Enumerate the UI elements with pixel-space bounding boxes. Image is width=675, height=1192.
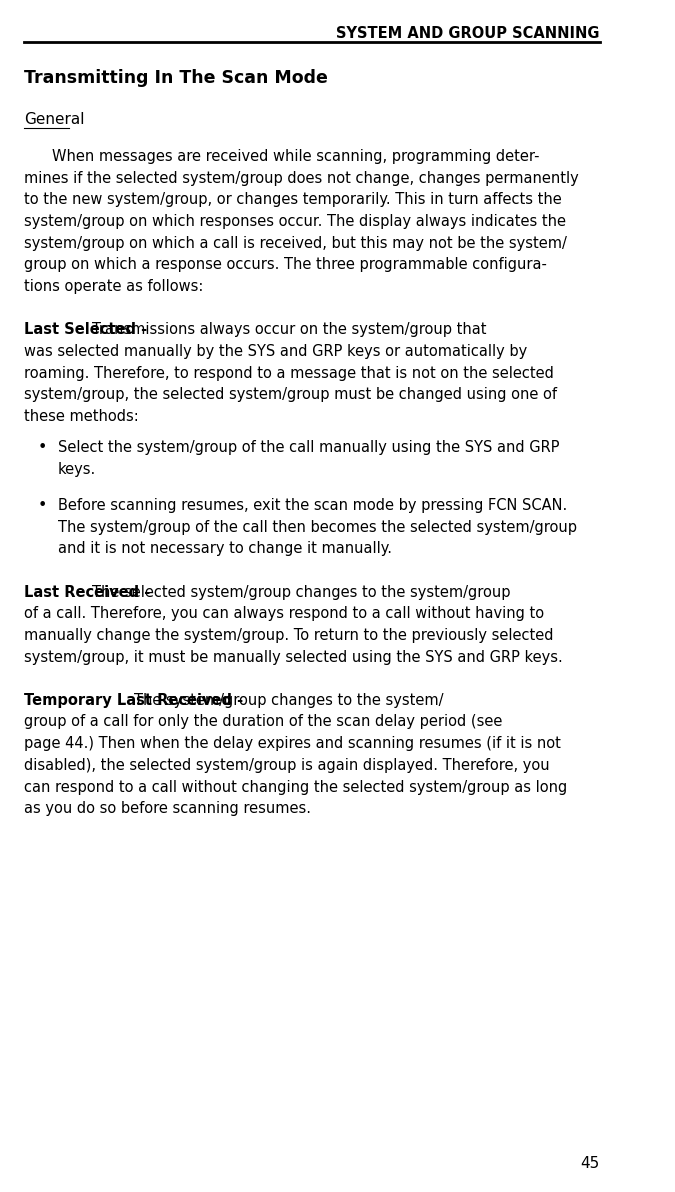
- Text: The system/group of the call then becomes the selected system/group: The system/group of the call then become…: [58, 520, 577, 535]
- Text: of a call. Therefore, you can always respond to a call without having to: of a call. Therefore, you can always res…: [24, 607, 544, 621]
- Text: and it is not necessary to change it manually.: and it is not necessary to change it man…: [58, 541, 392, 557]
- Text: •: •: [37, 440, 47, 455]
- Text: SYSTEM AND GROUP SCANNING: SYSTEM AND GROUP SCANNING: [336, 26, 600, 42]
- Text: tions operate as follows:: tions operate as follows:: [24, 279, 203, 294]
- Text: 45: 45: [580, 1155, 600, 1171]
- Text: as you do so before scanning resumes.: as you do so before scanning resumes.: [24, 801, 311, 817]
- Text: group of a call for only the duration of the scan delay period (see: group of a call for only the duration of…: [24, 714, 502, 730]
- Text: mines if the selected system/group does not change, changes permanently: mines if the selected system/group does …: [24, 170, 578, 186]
- Text: system/group on which responses occur. The display always indicates the: system/group on which responses occur. T…: [24, 215, 566, 229]
- Text: was selected manually by the SYS and GRP keys or automatically by: was selected manually by the SYS and GRP…: [24, 344, 527, 359]
- Text: Last Selected -: Last Selected -: [24, 322, 152, 337]
- Text: these methods:: these methods:: [24, 409, 138, 424]
- Text: The system/group changes to the system/: The system/group changes to the system/: [134, 693, 443, 708]
- Text: to the new system/group, or changes temporarily. This in turn affects the: to the new system/group, or changes temp…: [24, 192, 562, 207]
- Text: system/group, the selected system/group must be changed using one of: system/group, the selected system/group …: [24, 387, 557, 403]
- Text: Last Received -: Last Received -: [24, 584, 155, 600]
- Text: group on which a response occurs. The three programmable configura-: group on which a response occurs. The th…: [24, 257, 547, 273]
- Text: keys.: keys.: [58, 462, 97, 477]
- Text: When messages are received while scanning, programming deter-: When messages are received while scannin…: [52, 149, 539, 164]
- Text: General: General: [24, 112, 84, 128]
- Text: page 44.) Then when the delay expires and scanning resumes (if it is not: page 44.) Then when the delay expires an…: [24, 737, 560, 751]
- Text: Transmitting In The Scan Mode: Transmitting In The Scan Mode: [24, 69, 327, 87]
- Text: •: •: [37, 498, 47, 513]
- Text: The selected system/group changes to the system/group: The selected system/group changes to the…: [92, 584, 510, 600]
- Text: Transmissions always occur on the system/group that: Transmissions always occur on the system…: [92, 322, 486, 337]
- Text: can respond to a call without changing the selected system/group as long: can respond to a call without changing t…: [24, 780, 567, 795]
- Text: system/group, it must be manually selected using the SYS and GRP keys.: system/group, it must be manually select…: [24, 650, 562, 665]
- Text: roaming. Therefore, to respond to a message that is not on the selected: roaming. Therefore, to respond to a mess…: [24, 366, 554, 380]
- Text: disabled), the selected system/group is again displayed. Therefore, you: disabled), the selected system/group is …: [24, 758, 549, 772]
- Text: system/group on which a call is received, but this may not be the system/: system/group on which a call is received…: [24, 236, 566, 250]
- Text: Before scanning resumes, exit the scan mode by pressing FCN SCAN.: Before scanning resumes, exit the scan m…: [58, 498, 567, 513]
- Text: Temporary Last Received -: Temporary Last Received -: [24, 693, 248, 708]
- Text: manually change the system/group. To return to the previously selected: manually change the system/group. To ret…: [24, 628, 554, 642]
- Text: Select the system/group of the call manually using the SYS and GRP: Select the system/group of the call manu…: [58, 440, 560, 455]
